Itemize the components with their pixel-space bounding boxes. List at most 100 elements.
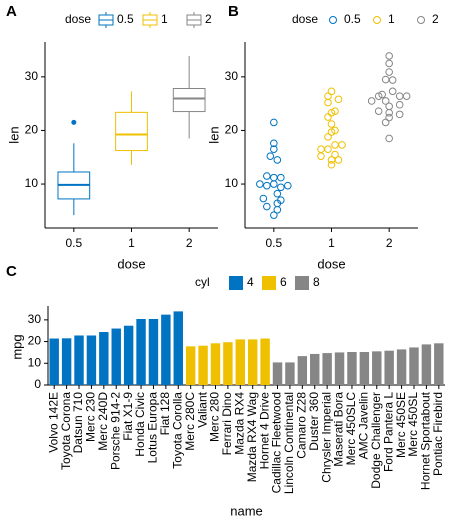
y-tick-label: 30 xyxy=(28,312,42,326)
bar xyxy=(272,362,283,385)
dot xyxy=(324,98,332,107)
dot xyxy=(385,102,393,111)
dot xyxy=(277,183,285,192)
bar xyxy=(260,338,270,385)
box xyxy=(172,88,206,113)
legend-title: dose xyxy=(292,12,318,26)
bar xyxy=(247,339,258,385)
dot xyxy=(263,172,271,180)
bar xyxy=(235,339,246,385)
dot xyxy=(259,194,268,203)
x-tick-label: Maserati Bora xyxy=(332,392,346,467)
dot xyxy=(273,189,282,198)
dot xyxy=(277,173,285,182)
dot xyxy=(374,92,383,100)
y-tick-label: 30 xyxy=(225,69,239,83)
legend-title: cyl xyxy=(195,275,210,289)
dot xyxy=(334,95,343,104)
dot xyxy=(270,211,278,219)
dot xyxy=(338,141,346,149)
panel-tag: B xyxy=(228,3,239,20)
dot xyxy=(270,145,278,154)
x-tick-label: Mazda RX4 xyxy=(232,392,246,455)
legend-label: 2 xyxy=(205,12,212,26)
outlier xyxy=(71,119,77,125)
legend-key xyxy=(373,16,381,24)
legend-key xyxy=(417,16,425,24)
y-tick-label: 20 xyxy=(25,123,39,137)
bar xyxy=(61,338,72,385)
dot xyxy=(381,75,390,84)
x-tick-label: Merc 280C xyxy=(183,392,197,451)
legend-key xyxy=(229,276,243,290)
y-tick-label: 0 xyxy=(34,377,41,391)
panel-tag: C xyxy=(6,263,17,280)
bar xyxy=(99,332,109,385)
x-tick-label: Toyota Corona xyxy=(59,392,73,470)
dot xyxy=(388,87,397,96)
bar xyxy=(185,346,196,385)
dot xyxy=(256,180,264,188)
x-tick-label: Ford Pantera L xyxy=(381,392,395,472)
legend-label: 8 xyxy=(313,275,320,289)
x-axis-title: dose xyxy=(317,256,345,271)
x-tick-label: 2 xyxy=(386,236,393,250)
x-tick-label: 2 xyxy=(186,236,193,250)
bar xyxy=(409,347,419,385)
y-tick-label: 10 xyxy=(28,355,42,369)
dot xyxy=(374,107,383,115)
bar xyxy=(434,343,444,385)
dot xyxy=(385,68,393,76)
dot xyxy=(385,52,393,60)
x-tick-label: Honda Civic xyxy=(133,392,147,457)
bar xyxy=(310,353,320,385)
bar xyxy=(322,353,332,385)
bar xyxy=(148,318,159,385)
x-tick-label: Pontiac Firebird xyxy=(431,392,445,476)
legend-label: 4 xyxy=(247,275,254,289)
x-tick-label: 1 xyxy=(128,236,135,250)
dot xyxy=(263,202,271,211)
dot xyxy=(402,92,411,100)
dot xyxy=(263,181,271,190)
y-axis-title: len xyxy=(206,126,221,143)
dot xyxy=(385,59,393,68)
legend-key xyxy=(262,276,276,290)
legend-key xyxy=(329,16,337,24)
dot xyxy=(317,145,325,154)
dot xyxy=(270,118,278,127)
x-tick-label: Valiant xyxy=(195,391,209,427)
y-tick-label: 20 xyxy=(225,123,239,137)
legend-label: 1 xyxy=(388,12,395,26)
bar xyxy=(123,325,134,385)
y-tick-label: 10 xyxy=(225,176,239,190)
x-tick-label: Merc 450SLC xyxy=(344,392,358,466)
x-tick-label: Lotus Europa xyxy=(146,392,160,464)
x-tick-label: Hornet Sportabout xyxy=(419,391,433,490)
x-tick-label: 0.5 xyxy=(65,236,82,250)
legend-label: 0.5 xyxy=(117,12,134,26)
dot xyxy=(395,100,404,109)
dot xyxy=(324,113,332,121)
legend-key xyxy=(295,276,309,290)
dot xyxy=(395,110,404,119)
dot xyxy=(327,128,336,136)
x-tick-label: Fiat X1-9 xyxy=(121,392,135,441)
bar xyxy=(86,335,97,385)
x-tick-label: Merc 230 xyxy=(84,392,98,442)
y-tick-label: 20 xyxy=(28,334,42,348)
dot xyxy=(284,181,292,190)
y-tick-label: 30 xyxy=(25,69,39,83)
legend-title: dose xyxy=(65,12,91,26)
x-tick-label: Camaro Z28 xyxy=(295,392,309,459)
dot xyxy=(378,90,386,99)
x-tick-label: Merc 450SE xyxy=(394,392,408,458)
x-axis-title: dose xyxy=(117,256,145,271)
dot xyxy=(385,134,393,143)
bar xyxy=(297,356,308,385)
x-tick-label: Toyota Corolla xyxy=(170,392,184,469)
bar xyxy=(111,328,121,385)
x-tick-label: Merc 280 xyxy=(208,392,222,442)
bar xyxy=(223,342,233,385)
